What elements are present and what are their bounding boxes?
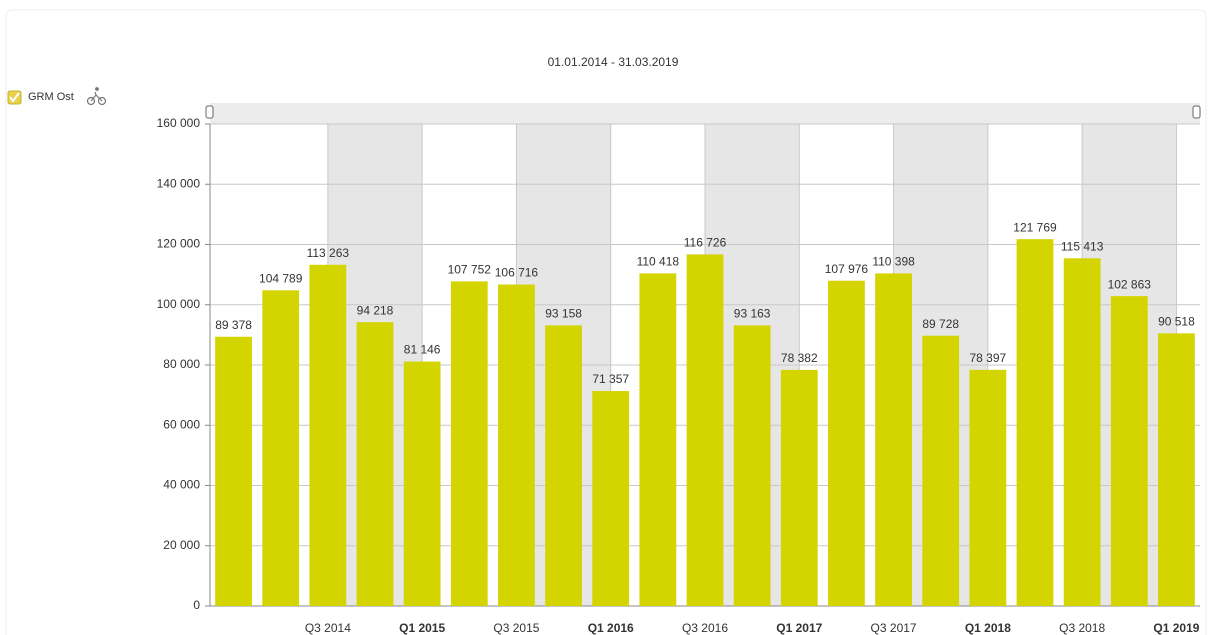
bar <box>592 391 630 606</box>
bar <box>1110 296 1148 606</box>
data-label: 89 728 <box>922 317 959 331</box>
bike-icon <box>86 87 107 106</box>
bar <box>780 369 818 606</box>
data-label: 107 976 <box>825 262 869 276</box>
y-tick-label: 100 000 <box>157 297 201 311</box>
check-mark <box>9 92 20 103</box>
x-tick-label: Q1 2016 <box>588 621 634 635</box>
x-tick-label: Q3 2018 <box>1059 621 1105 635</box>
x-tick-label: Q1 2017 <box>776 621 822 635</box>
data-label: 121 769 <box>1013 220 1057 234</box>
bar <box>686 254 724 607</box>
bar <box>262 290 300 606</box>
data-label: 89 378 <box>215 318 252 332</box>
bar <box>498 284 535 606</box>
y-tick-label: 60 000 <box>163 417 200 431</box>
data-label: 102 863 <box>1108 277 1152 291</box>
data-label: 71 357 <box>592 372 629 386</box>
bar <box>545 325 582 606</box>
y-tick-label: 20 000 <box>163 538 200 552</box>
data-label: 93 163 <box>734 307 771 321</box>
data-label: 94 218 <box>357 303 394 317</box>
x-tick-label: Q3 2015 <box>493 621 539 635</box>
y-tick-label: 40 000 <box>163 478 200 492</box>
y-tick-label: 80 000 <box>163 357 200 371</box>
navigator-handle[interactable] <box>1192 105 1201 119</box>
x-tick-label: Q1 2019 <box>1153 621 1199 635</box>
bar <box>450 281 488 606</box>
bar <box>969 369 1007 606</box>
data-label: 81 146 <box>404 343 441 357</box>
y-tick-label: 140 000 <box>157 176 201 190</box>
data-label: 113 263 <box>307 246 350 260</box>
x-tick-label: Q3 2017 <box>871 621 917 635</box>
data-label: 110 418 <box>637 255 680 269</box>
legend-label[interactable]: GRM Ost <box>28 91 74 103</box>
data-label: 78 382 <box>781 351 818 365</box>
data-label: 116 726 <box>684 236 727 250</box>
navigator-handle[interactable] <box>205 105 214 119</box>
data-label: 106 716 <box>495 266 539 280</box>
bar <box>922 335 960 606</box>
bar <box>309 264 347 606</box>
data-label: 110 398 <box>872 255 915 269</box>
bar <box>1016 239 1054 606</box>
y-tick-label: 160 000 <box>157 116 201 130</box>
bar <box>828 280 865 606</box>
y-tick-label: 120 000 <box>157 237 201 251</box>
data-label: 104 789 <box>259 271 303 285</box>
data-label: 107 752 <box>448 263 492 277</box>
data-label: 93 158 <box>545 307 582 321</box>
data-label: 115 413 <box>1061 239 1104 253</box>
bar <box>356 322 394 606</box>
bar <box>1063 258 1101 606</box>
navigator-strip <box>210 103 1200 124</box>
x-tick-label: Q1 2015 <box>399 621 445 635</box>
bar <box>403 361 441 606</box>
x-tick-label: Q3 2014 <box>305 621 351 635</box>
x-tick-label: Q1 2018 <box>965 621 1011 635</box>
chart-title: 01.01.2014 - 31.03.2019 <box>548 55 679 69</box>
bar <box>215 336 252 606</box>
data-label: 90 518 <box>1158 314 1195 328</box>
y-tick-label: 0 <box>193 598 200 612</box>
data-label: 78 397 <box>970 351 1007 365</box>
bar <box>875 273 912 606</box>
bar <box>639 273 677 606</box>
bar <box>1158 333 1195 606</box>
bar <box>733 325 771 606</box>
x-tick-label: Q3 2016 <box>682 621 728 635</box>
